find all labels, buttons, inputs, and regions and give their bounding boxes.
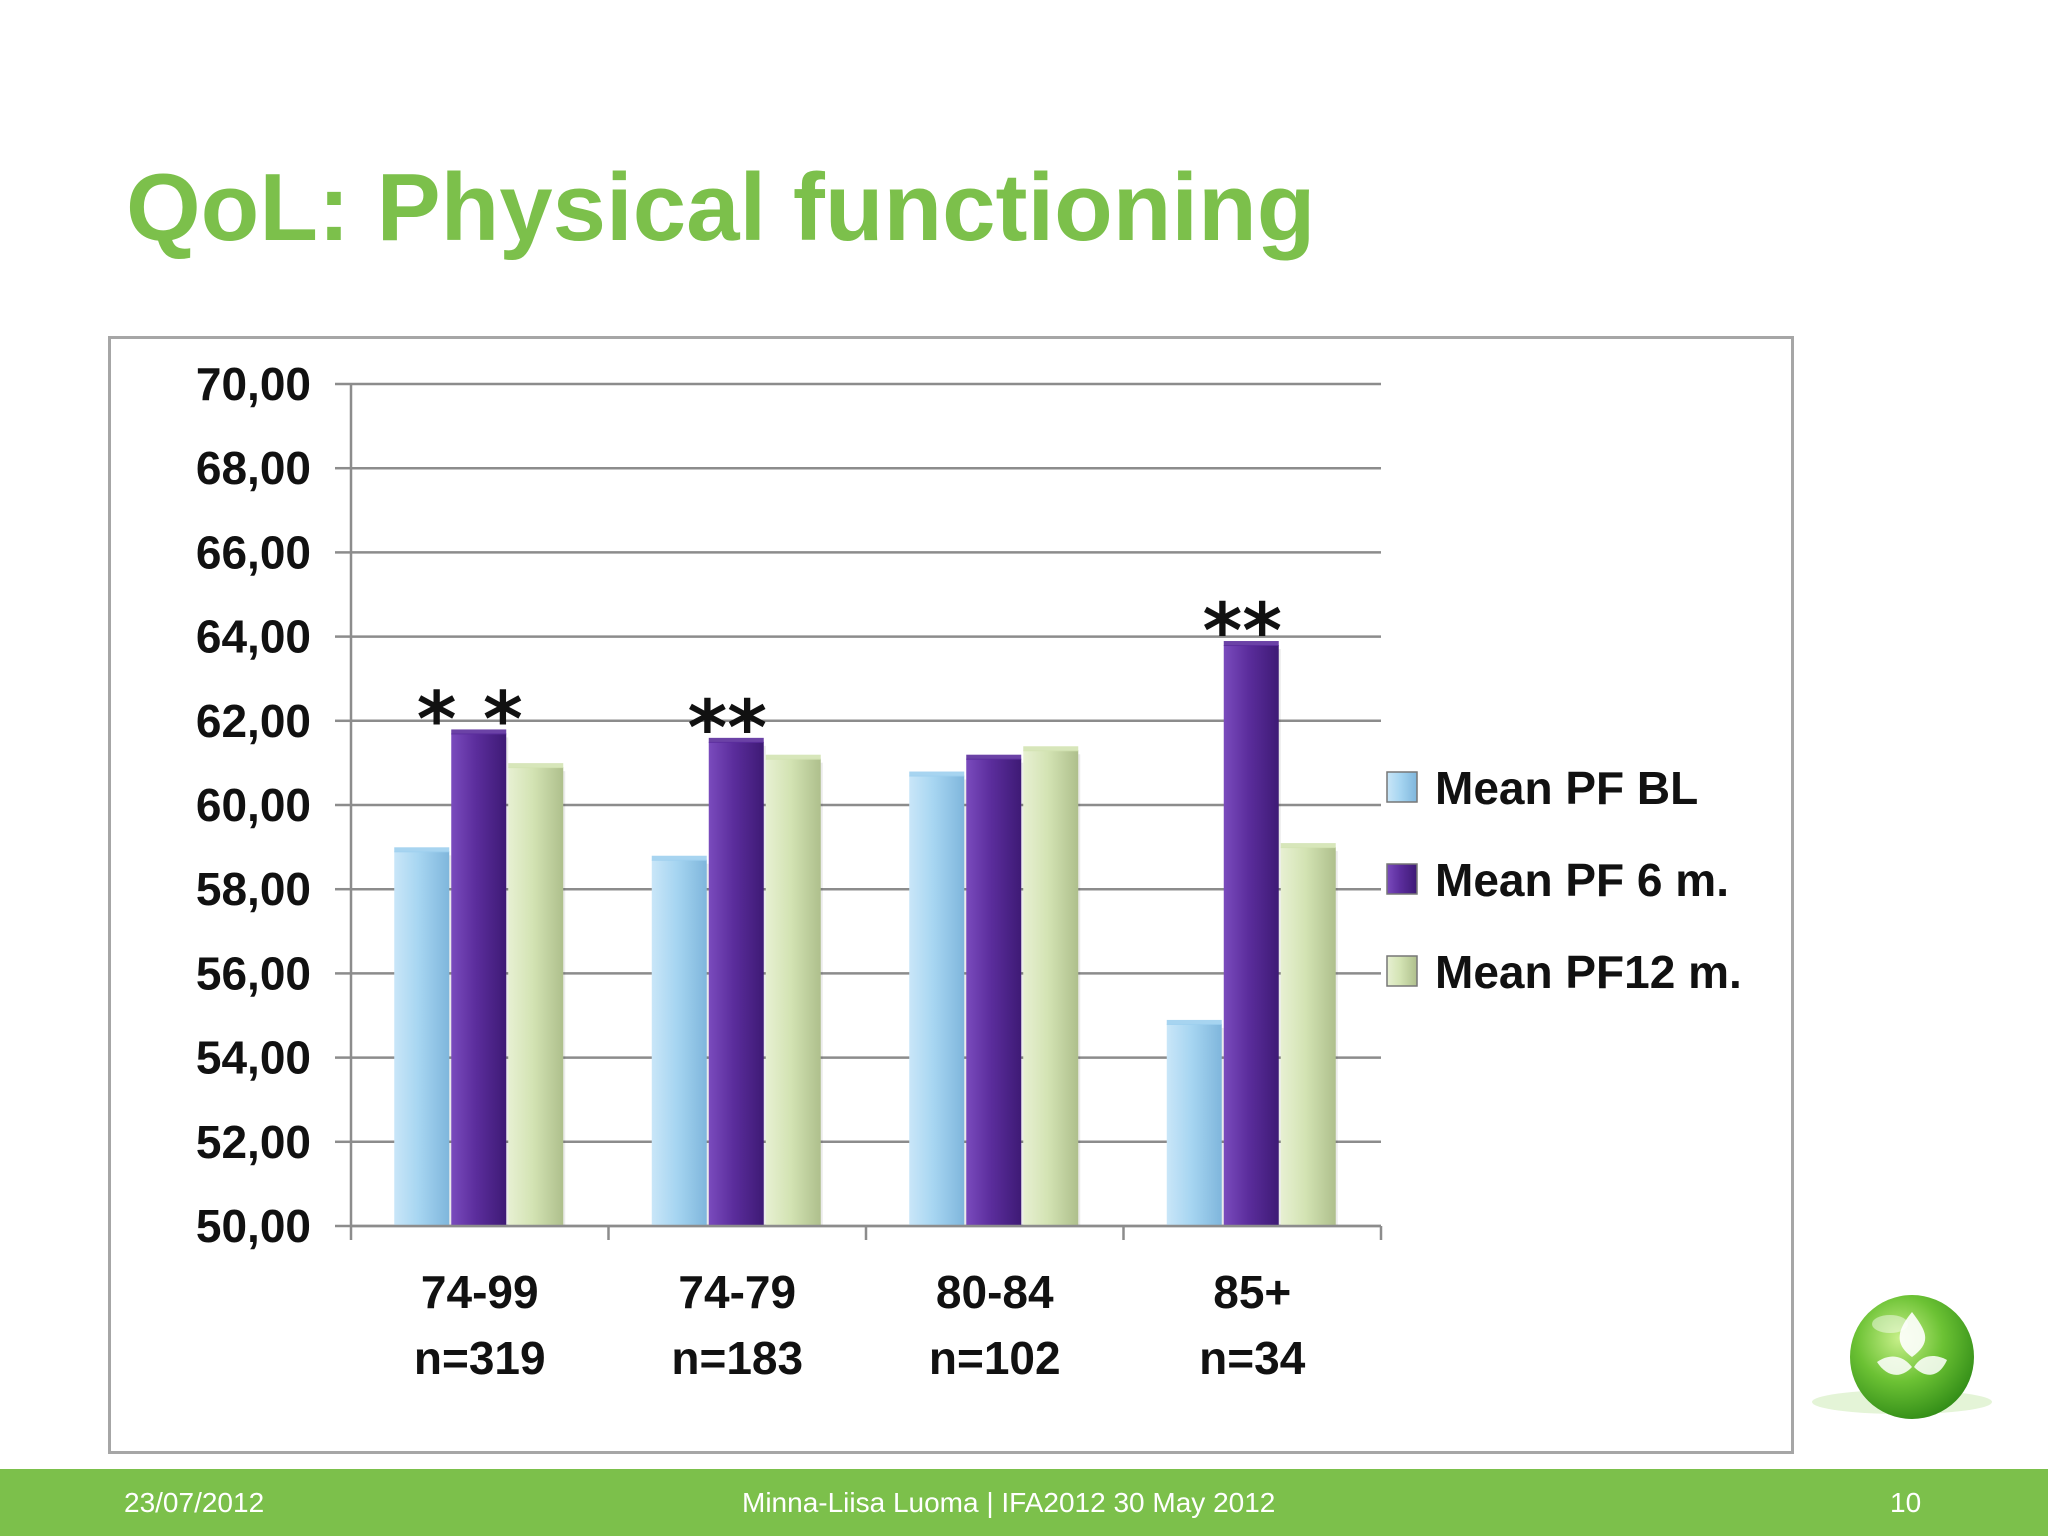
bar xyxy=(451,733,507,1226)
legend-label: Mean PF 6 m. xyxy=(1435,854,1729,906)
chart-legend: Mean PF BL Mean PF 6 m. Mean PF12 m. xyxy=(1386,762,1742,998)
legend-label: Mean PF12 m. xyxy=(1435,946,1742,998)
significance-marker: * * xyxy=(417,674,523,763)
axes xyxy=(335,382,1383,1240)
legend-swatch xyxy=(1386,955,1418,987)
y-tick-label: 62,00 xyxy=(196,695,311,747)
x-category-label: 74-99 xyxy=(421,1266,539,1318)
legend-swatch xyxy=(1386,771,1418,803)
bar xyxy=(765,758,821,1226)
footer-presenter: Minna-Liisa Luoma | IFA2012 30 May 2012 xyxy=(742,1487,1276,1518)
bar-top xyxy=(394,847,450,853)
x-category-label: 85+ xyxy=(1213,1266,1291,1318)
bar-top xyxy=(708,737,764,743)
bar xyxy=(1280,847,1336,1226)
bar xyxy=(1166,1023,1222,1226)
y-tick-label: 58,00 xyxy=(196,863,311,915)
bar-top xyxy=(966,754,1022,760)
y-tick-label: 68,00 xyxy=(196,442,311,494)
legend-swatch xyxy=(1386,863,1418,895)
bar-top xyxy=(909,771,965,777)
bar xyxy=(394,851,450,1226)
y-tick-label: 70,00 xyxy=(196,358,311,410)
bar-top xyxy=(765,754,821,760)
bar-top xyxy=(1023,746,1079,752)
legend-label: Mean PF BL xyxy=(1435,762,1698,814)
x-category-sublabel: n=319 xyxy=(414,1332,546,1384)
bar-top xyxy=(1280,843,1336,849)
slide-title: QoL: Physical functioning xyxy=(126,154,1316,261)
bar xyxy=(708,741,764,1226)
x-category-sublabel: n=102 xyxy=(929,1332,1061,1384)
bar xyxy=(508,767,564,1226)
footer-bar: 23/07/2012 Minna-Liisa Luoma | IFA2012 3… xyxy=(0,1469,2048,1536)
y-tick-label: 50,00 xyxy=(196,1200,311,1252)
bar xyxy=(909,775,965,1226)
bar-top xyxy=(508,763,564,769)
chart-frame: 50,00 52,00 54,00 56,00 58,00 60,00 62,00 64,00… xyxy=(108,336,1794,1454)
y-tick-label: 64,00 xyxy=(196,611,311,663)
globe-logo xyxy=(1782,1272,1992,1427)
page-number: 10 xyxy=(1890,1487,1922,1518)
y-tick-label: 52,00 xyxy=(196,1116,311,1168)
bar-top xyxy=(651,855,707,861)
footer-date: 23/07/2012 xyxy=(124,1487,265,1518)
significance-marker: ** xyxy=(1203,586,1283,675)
bar xyxy=(966,758,1022,1226)
x-category-sublabel: n=183 xyxy=(671,1332,803,1384)
axis-labels: 50,00 52,00 54,00 56,00 58,00 60,00 62,00 64,00… xyxy=(196,358,1306,1384)
y-tick-label: 60,00 xyxy=(196,779,311,831)
x-category-sublabel: n=34 xyxy=(1199,1332,1306,1384)
bar xyxy=(651,859,707,1226)
y-tick-label: 66,00 xyxy=(196,526,311,578)
bar-chart: 50,00 52,00 54,00 56,00 58,00 60,00 62,00 64,00… xyxy=(196,358,1742,1384)
significance-marker: ** xyxy=(688,683,768,772)
significance-markers: * * ** ** xyxy=(417,586,1282,772)
bar xyxy=(1023,750,1079,1226)
y-tick-label: 54,00 xyxy=(196,1032,311,1084)
bar-top xyxy=(1166,1019,1222,1025)
x-category-label: 80-84 xyxy=(936,1266,1054,1318)
x-category-label: 74-79 xyxy=(678,1266,796,1318)
y-tick-label: 56,00 xyxy=(196,947,311,999)
bar xyxy=(1223,645,1279,1226)
bars xyxy=(394,641,1338,1226)
bar-top xyxy=(1223,641,1279,647)
bar-top xyxy=(451,729,507,735)
